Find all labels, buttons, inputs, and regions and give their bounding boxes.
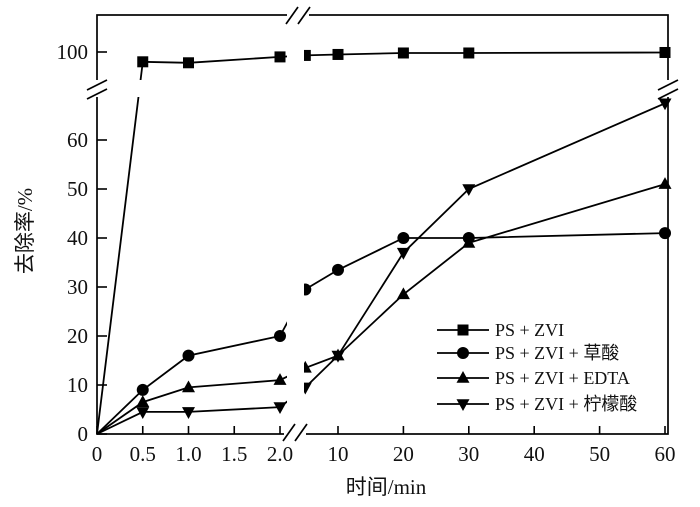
- data-point-triangle-down: [331, 350, 345, 363]
- x-axis-title: 时间/min: [346, 475, 427, 499]
- top-axis-break-mark: [297, 6, 311, 25]
- data-point-square: [137, 56, 149, 68]
- data-point-square: [183, 57, 194, 69]
- x-tick-label: 0.5: [130, 442, 156, 466]
- x-tick-label: 10: [328, 442, 349, 466]
- x-tick-label: 1.0: [175, 442, 201, 466]
- left-axis-gap: [92, 80, 102, 97]
- legend-marker-triangle-up: [456, 371, 470, 383]
- data-point-circle: [274, 330, 286, 342]
- top-axis-break-mark: [285, 6, 299, 25]
- y-break-eraser: [99, 80, 666, 97]
- data-point-circle: [397, 232, 410, 244]
- y-tick-label: 100: [57, 40, 89, 64]
- x-tick-label: 50: [589, 442, 610, 466]
- x-tick-label: 2.0: [267, 442, 293, 466]
- right-axis-break-mark: [657, 79, 679, 91]
- plot-border: [96, 14, 669, 435]
- data-point-triangle-down: [182, 407, 195, 419]
- y-axis-break-mark: [86, 79, 108, 91]
- x-tick-label: 0: [92, 442, 103, 466]
- x-tick-label: 1.5: [221, 442, 247, 466]
- data-point-triangle-down: [396, 247, 410, 260]
- bottom-axis-gap: [284, 429, 306, 439]
- legend-label: PS + ZVI + EDTA: [495, 368, 630, 388]
- y-tick-label: 10: [67, 373, 88, 397]
- right-axis-gap: [663, 80, 673, 97]
- data-point-triangle-down: [136, 407, 150, 419]
- x-axis-break-mark: [294, 423, 308, 442]
- legend-marker-circle: [457, 347, 469, 359]
- data-point-square: [274, 51, 286, 63]
- data-point-triangle-up: [182, 380, 195, 393]
- data-point-triangle-up: [396, 287, 410, 300]
- data-point-circle: [136, 383, 149, 396]
- data-point-square: [659, 46, 671, 58]
- y-tick-label: 0: [78, 422, 89, 446]
- x-tick-label: 20: [393, 442, 414, 466]
- legend-marker-square: [457, 324, 469, 336]
- legend-label: PS + ZVI + 草酸: [495, 343, 619, 363]
- data-point-circle: [182, 349, 195, 362]
- legend-marker-triangle-down: [456, 399, 470, 411]
- data-point-triangle-down: [462, 184, 476, 196]
- data-point-circle: [659, 227, 671, 240]
- x-break-eraser: [287, 18, 304, 432]
- y-tick-label: 60: [67, 128, 88, 152]
- data-point-square: [299, 49, 311, 61]
- data-point-square: [332, 48, 344, 60]
- legend-label: PS + ZVI + 柠檬酸: [495, 394, 637, 414]
- data-point-triangle-up: [462, 235, 476, 248]
- x-tick-label: 30: [458, 442, 479, 466]
- y-axis-break-mark: [86, 88, 108, 100]
- data-point-square: [463, 47, 475, 59]
- x-tick-label: 60: [655, 442, 676, 466]
- data-point-triangle-up: [273, 373, 287, 385]
- x-axis-break-mark: [282, 423, 296, 442]
- y-axis-title: 去除率/%: [13, 188, 37, 274]
- right-axis-break-mark: [657, 88, 679, 100]
- data-point-triangle-up: [136, 395, 150, 407]
- legend-label: PS + ZVI: [495, 320, 564, 340]
- y-tick-label: 50: [67, 177, 88, 201]
- y-tick-label: 30: [67, 275, 88, 299]
- top-axis-gap: [287, 10, 309, 20]
- data-point-circle: [332, 263, 344, 276]
- data-point-square: [397, 47, 409, 59]
- x-tick-label: 40: [524, 442, 545, 466]
- y-tick-label: 20: [67, 324, 88, 348]
- data-point-triangle-down: [273, 402, 287, 415]
- y-tick-label: 40: [67, 226, 88, 250]
